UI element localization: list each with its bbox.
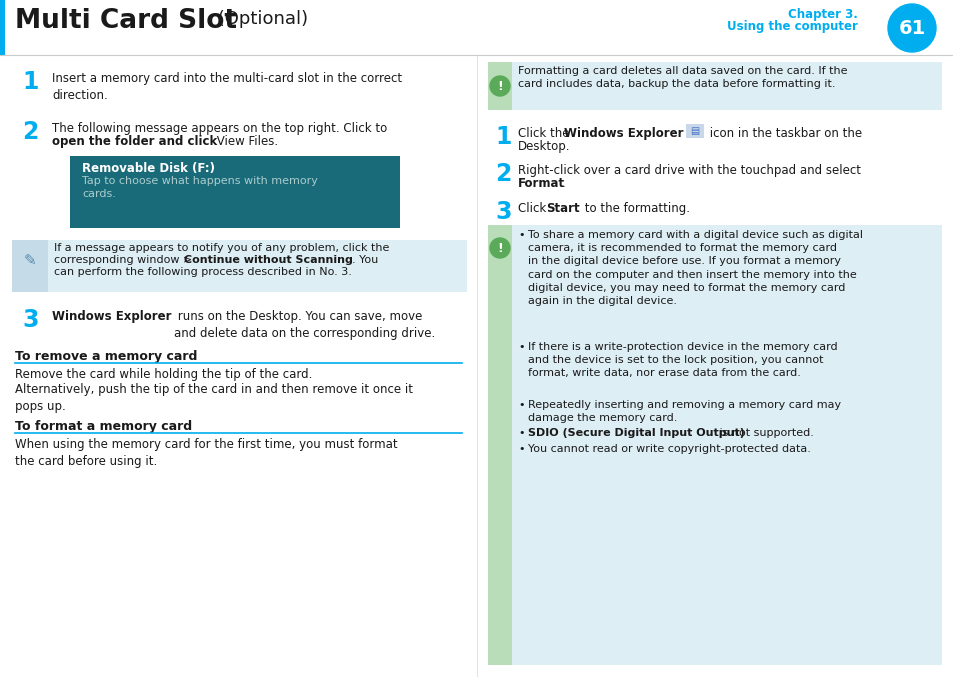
Text: corresponding window >: corresponding window >	[54, 255, 195, 265]
Text: Multi Card Slot: Multi Card Slot	[15, 8, 236, 34]
Text: •: •	[517, 400, 524, 410]
Text: Formatting a card deletes all data saved on the card. If the
card includes data,: Formatting a card deletes all data saved…	[517, 66, 846, 89]
Text: If there is a write-protection device in the memory card
and the device is set t: If there is a write-protection device in…	[527, 342, 837, 378]
Text: •: •	[517, 428, 524, 438]
Text: 61: 61	[898, 18, 924, 37]
Text: to the formatting.: to the formatting.	[580, 202, 689, 215]
Text: When using the memory card for the first time, you must format
the card before u: When using the memory card for the first…	[15, 438, 397, 468]
Text: 2: 2	[495, 162, 511, 186]
Text: icon in the taskbar on the: icon in the taskbar on the	[705, 127, 862, 140]
Text: Removable Disk (F:): Removable Disk (F:)	[82, 162, 214, 175]
Text: Repeatedly inserting and removing a memory card may
damage the memory card.: Repeatedly inserting and removing a memo…	[527, 400, 841, 423]
Text: View Files.: View Files.	[213, 135, 278, 148]
Text: is not supported.: is not supported.	[716, 428, 813, 438]
Bar	[12, 240, 467, 292]
Text: •: •	[517, 444, 524, 454]
Text: Click the: Click the	[517, 127, 573, 140]
Text: Windows Explorer: Windows Explorer	[563, 127, 682, 140]
Text: SDIO (Secure Digital Input Output): SDIO (Secure Digital Input Output)	[527, 428, 744, 438]
Bar	[488, 62, 941, 110]
Text: If a message appears to notify you of any problem, click the: If a message appears to notify you of an…	[54, 243, 389, 253]
Bar	[0, 0, 5, 55]
Text: .: .	[561, 177, 565, 190]
Text: To share a memory card with a digital device such as digital
camera, it is recom: To share a memory card with a digital de…	[527, 230, 862, 306]
Text: Start: Start	[545, 202, 579, 215]
Text: You cannot read or write copyright-protected data.: You cannot read or write copyright-prote…	[527, 444, 810, 454]
Text: Alternatively, push the tip of the card in and then remove it once it
pops up.: Alternatively, push the tip of the card …	[15, 383, 413, 413]
Text: 1: 1	[495, 125, 511, 149]
Text: •: •	[517, 342, 524, 352]
Text: . You: . You	[352, 255, 377, 265]
Text: Desktop.: Desktop.	[517, 140, 570, 153]
Text: Tap to choose what happens with memory
cards.: Tap to choose what happens with memory c…	[82, 176, 317, 199]
Bar	[488, 62, 512, 110]
Circle shape	[887, 4, 935, 52]
Text: Right-click over a card drive with the touchpad and select: Right-click over a card drive with the t…	[517, 164, 861, 177]
Bar	[488, 225, 512, 665]
Text: open the folder and click: open the folder and click	[52, 135, 217, 148]
Text: Click: Click	[517, 202, 550, 215]
Text: 2: 2	[22, 120, 38, 144]
Text: To format a memory card: To format a memory card	[15, 420, 192, 433]
Text: Chapter 3.: Chapter 3.	[787, 8, 857, 21]
Text: The following message appears on the top right. Click to: The following message appears on the top…	[52, 122, 387, 135]
Text: Insert a memory card into the multi-card slot in the correct
direction.: Insert a memory card into the multi-card…	[52, 72, 402, 102]
Text: 1: 1	[22, 70, 38, 94]
Text: Remove the card while holding the tip of the card.: Remove the card while holding the tip of…	[15, 368, 312, 381]
Text: !: !	[497, 79, 502, 93]
Text: Using the computer: Using the computer	[726, 20, 857, 33]
Text: Format: Format	[517, 177, 564, 190]
Bar	[70, 156, 399, 228]
Text: 3: 3	[495, 200, 511, 224]
Bar	[685, 124, 703, 138]
Text: can perform the following process described in No. 3.: can perform the following process descri…	[54, 267, 352, 277]
Bar	[488, 225, 941, 665]
Text: ✎: ✎	[24, 253, 36, 269]
Text: Windows Explorer: Windows Explorer	[52, 310, 172, 323]
Circle shape	[490, 76, 510, 96]
Text: !: !	[497, 242, 502, 255]
Bar	[12, 240, 48, 292]
Text: To remove a memory card: To remove a memory card	[15, 350, 197, 363]
Circle shape	[490, 238, 510, 258]
Text: runs on the Desktop. You can save, move
and delete data on the corresponding dri: runs on the Desktop. You can save, move …	[173, 310, 435, 340]
Text: Continue without Scanning: Continue without Scanning	[184, 255, 353, 265]
Text: •: •	[517, 230, 524, 240]
Text: ▤: ▤	[690, 126, 699, 136]
Text: 3: 3	[22, 308, 38, 332]
Text: (Optional): (Optional)	[212, 10, 308, 28]
